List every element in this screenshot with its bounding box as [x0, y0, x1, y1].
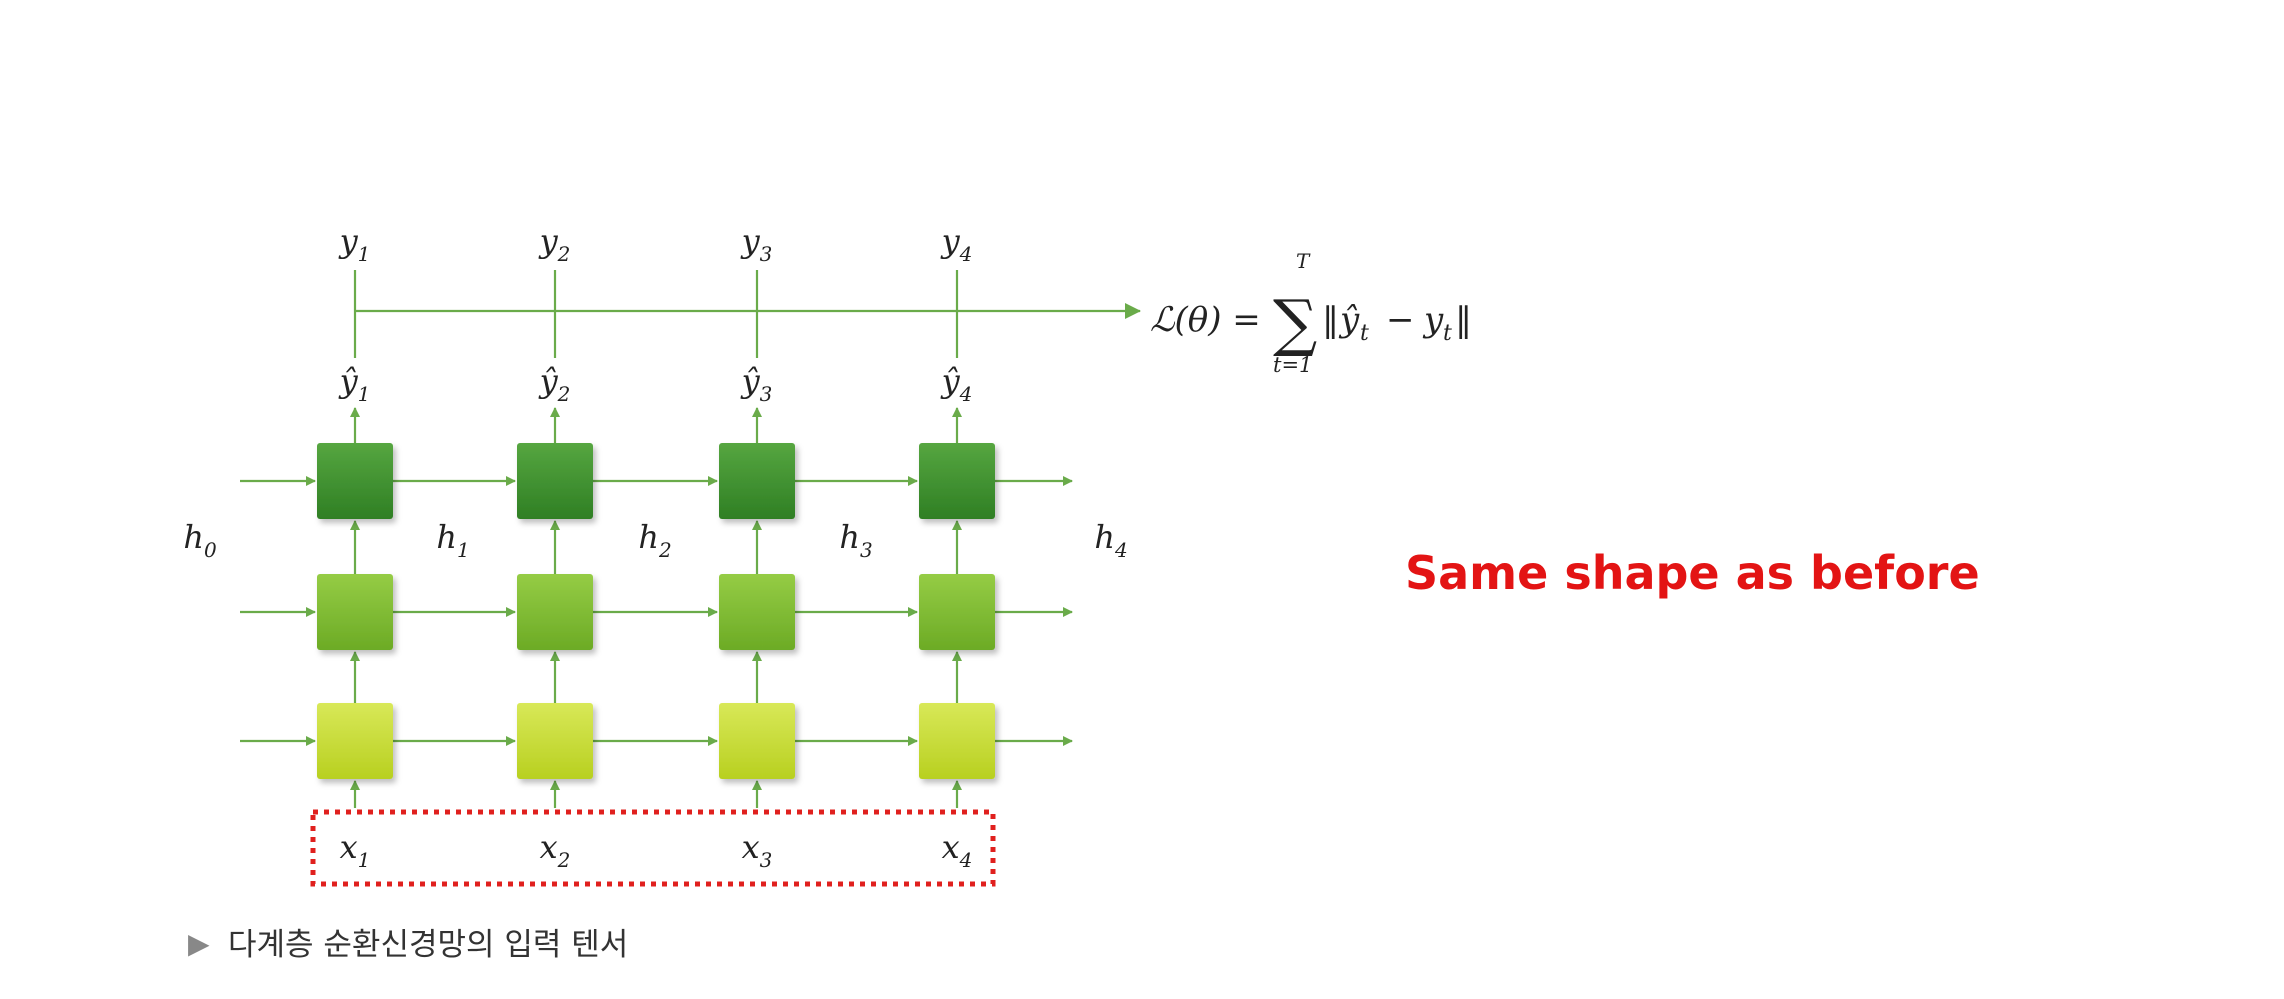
input-label-3: x3 — [742, 828, 773, 872]
caption-text: 다계층 순환신경망의 입력 텐서 — [228, 927, 628, 963]
hidden-state-label-3: h3 — [839, 518, 872, 562]
input-label-4: x4 — [942, 828, 973, 872]
rnn-cell-top-2 — [517, 443, 593, 519]
cells-layer — [317, 443, 995, 779]
loss-yhat-sub: t — [1360, 321, 1369, 346]
loss-sum-upper: T — [1296, 249, 1311, 273]
input-label-2: x2 — [540, 828, 571, 872]
rnn-cell-mid-4 — [919, 574, 995, 650]
prediction-label-4: ŷ4 — [940, 362, 973, 406]
rnn-cell-bottom-1 — [317, 703, 393, 779]
loss-sum-lower: t=1 — [1273, 353, 1312, 377]
output-label-4: y4 — [940, 222, 973, 266]
hidden-state-label-1: h1 — [436, 518, 469, 562]
hidden-state-label-0: h0 — [183, 518, 217, 562]
prediction-label-1: ŷ1 — [338, 362, 371, 406]
loss-formula: ℒ(θ) = T ∑ t=1 ‖ ŷ t − y t ‖ — [1150, 249, 1472, 377]
rnn-cell-mid-3 — [719, 574, 795, 650]
output-label-2: y2 — [538, 222, 571, 266]
rnn-cell-top-3 — [719, 443, 795, 519]
arrows-layer — [240, 270, 1141, 808]
loss-close-norm: ‖ — [1455, 300, 1472, 340]
rnn-cell-mid-2 — [517, 574, 593, 650]
loss-sum-symbol: ∑ — [1273, 286, 1317, 359]
prediction-label-3: ŷ3 — [740, 362, 773, 406]
rnn-cell-bottom-3 — [719, 703, 795, 779]
loss-y: y — [1422, 300, 1444, 340]
output-label-1: y1 — [338, 222, 371, 266]
loss-lhs: ℒ(θ) = — [1150, 300, 1261, 340]
rnn-cell-bottom-2 — [517, 703, 593, 779]
input-label-1: x1 — [340, 828, 371, 872]
callout-text: Same shape as before — [1405, 546, 1980, 600]
loss-open-norm: ‖ — [1322, 300, 1339, 340]
rnn-cell-mid-1 — [317, 574, 393, 650]
hidden-state-label-2: h2 — [638, 518, 671, 562]
caption-marker: ▶ — [188, 927, 210, 960]
loss-y-sub: t — [1443, 321, 1452, 346]
hidden-state-label-4: h4 — [1094, 518, 1127, 562]
input-highlight-box — [310, 809, 996, 887]
loss-yhat: ŷ — [1338, 300, 1360, 340]
rnn-cell-top-4 — [919, 443, 995, 519]
labels-layer: y1 y2 y3 y4 ŷ1 ŷ2 ŷ3 ŷ4 x1 x2 x3 x4 h0 h1 h2 h3 h4 — [183, 222, 1127, 872]
rnn-cell-bottom-4 — [919, 703, 995, 779]
output-label-3: y3 — [740, 222, 773, 266]
prediction-label-2: ŷ2 — [538, 362, 571, 406]
rnn-cell-top-1 — [317, 443, 393, 519]
loss-minus: − — [1386, 300, 1415, 340]
